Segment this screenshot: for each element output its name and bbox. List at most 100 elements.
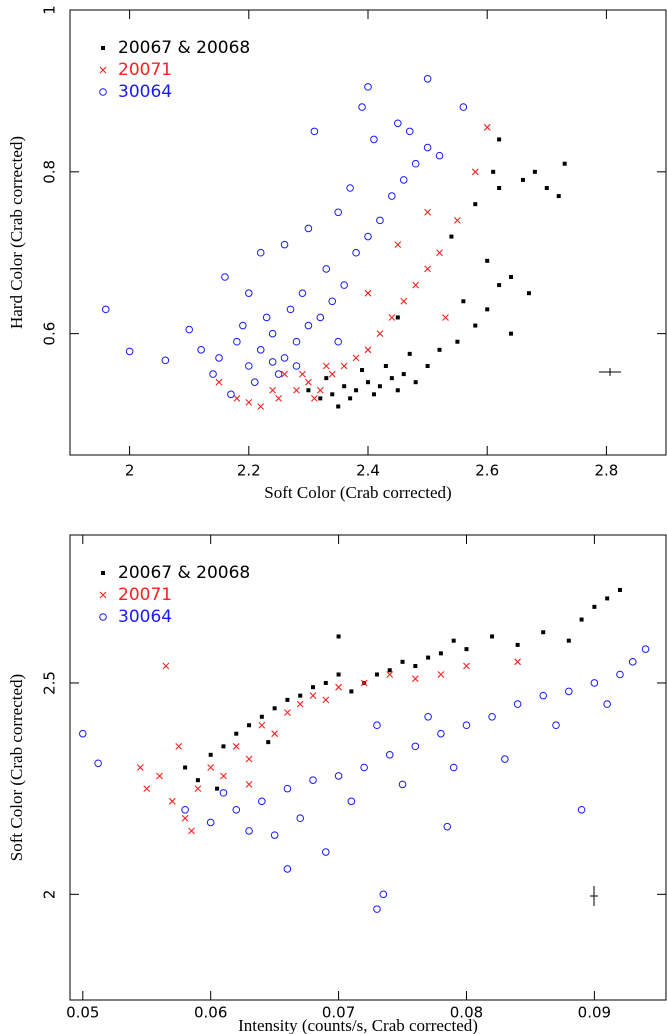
error-cross xyxy=(590,368,621,906)
point xyxy=(497,186,502,190)
point xyxy=(346,184,354,192)
point xyxy=(461,299,466,304)
point xyxy=(298,693,303,698)
point xyxy=(256,248,265,257)
point xyxy=(161,356,170,365)
point xyxy=(215,354,223,362)
point xyxy=(328,297,337,306)
point xyxy=(101,305,110,314)
point xyxy=(388,314,396,321)
point xyxy=(136,764,144,771)
point xyxy=(197,346,205,354)
point xyxy=(379,890,388,899)
point xyxy=(395,315,400,320)
point xyxy=(497,283,502,288)
y-tick-label: 1 xyxy=(41,5,59,15)
point xyxy=(310,127,319,136)
point xyxy=(374,672,379,677)
point xyxy=(321,848,330,856)
point xyxy=(373,721,381,730)
point xyxy=(413,380,418,385)
point xyxy=(394,241,402,249)
point xyxy=(376,330,384,338)
point xyxy=(387,668,392,673)
point xyxy=(413,664,418,669)
point xyxy=(454,216,461,224)
point xyxy=(354,388,359,393)
point xyxy=(423,143,432,152)
point xyxy=(270,831,279,839)
point xyxy=(286,305,295,314)
point xyxy=(292,362,301,370)
point xyxy=(258,721,266,729)
point xyxy=(245,399,253,406)
point xyxy=(185,325,193,334)
point xyxy=(592,604,597,609)
point xyxy=(443,822,452,831)
point xyxy=(579,617,584,622)
point xyxy=(437,671,445,678)
point xyxy=(340,362,348,370)
legend-label: 30064 xyxy=(118,82,172,102)
point xyxy=(491,169,496,174)
point xyxy=(411,742,420,751)
point xyxy=(304,224,313,233)
point xyxy=(245,781,253,788)
point xyxy=(233,394,241,402)
point xyxy=(247,723,252,728)
point xyxy=(488,712,496,721)
point xyxy=(377,384,382,389)
point xyxy=(221,273,229,281)
point xyxy=(330,392,335,397)
point xyxy=(245,755,253,763)
point xyxy=(215,786,220,791)
point xyxy=(398,780,407,789)
legend-marker xyxy=(99,66,107,74)
point xyxy=(473,323,478,328)
point xyxy=(464,647,469,652)
point xyxy=(209,370,217,378)
point xyxy=(227,390,235,399)
point xyxy=(360,763,368,772)
point xyxy=(94,759,102,768)
x-tick-label: 2.4 xyxy=(356,462,380,480)
point xyxy=(473,202,478,207)
point xyxy=(424,265,431,273)
point xyxy=(285,697,290,702)
point xyxy=(296,814,305,823)
point xyxy=(336,404,341,409)
point xyxy=(275,394,282,402)
point xyxy=(269,386,277,394)
point xyxy=(292,337,301,346)
point xyxy=(143,785,151,793)
plot-frame xyxy=(69,534,667,1001)
point xyxy=(449,763,458,772)
point xyxy=(437,347,442,352)
point xyxy=(268,358,277,366)
point xyxy=(485,307,490,312)
point xyxy=(257,403,265,410)
point xyxy=(272,706,277,711)
point xyxy=(425,364,430,368)
point xyxy=(334,337,343,346)
point xyxy=(347,797,356,806)
x-tick-label: 0.08 xyxy=(450,1004,483,1022)
point xyxy=(245,289,253,297)
point xyxy=(562,161,567,166)
point xyxy=(412,281,420,289)
point xyxy=(281,370,288,378)
point xyxy=(280,354,289,362)
point xyxy=(424,208,431,216)
point xyxy=(194,785,202,793)
legend-marker xyxy=(101,46,105,50)
point xyxy=(462,721,471,730)
point xyxy=(371,392,376,397)
point xyxy=(389,376,394,381)
point xyxy=(234,731,239,736)
x-tick-label: 2.2 xyxy=(237,462,261,480)
point xyxy=(411,675,419,683)
point xyxy=(364,83,372,91)
point xyxy=(221,744,226,749)
